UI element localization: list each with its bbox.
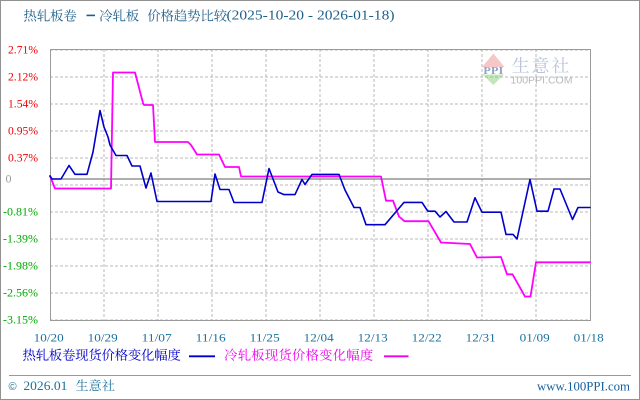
svg-text:11/16: 11/16 [196,330,226,344]
svg-text:-2.56%: -2.56% [3,286,38,300]
svg-text:01/18: 01/18 [574,330,604,344]
svg-text:0: 0 [6,172,12,186]
svg-text:PPI: PPI [483,66,503,77]
svg-text:-3.15%: -3.15% [3,313,38,327]
svg-text:-0.81%: -0.81% [3,205,38,219]
svg-text:1.54%: 1.54% [8,97,38,111]
svg-text:01/09: 01/09 [520,330,550,344]
svg-text:0.95%: 0.95% [8,124,38,138]
svg-text:(2025-10-20 - 2026-01-18): (2025-10-20 - 2026-01-18) [227,7,395,22]
svg-text:-1.39%: -1.39% [3,232,38,246]
svg-text:12/22: 12/22 [412,330,442,344]
svg-text:10/20: 10/20 [34,330,64,344]
svg-text:12/13: 12/13 [358,330,388,344]
svg-text:2.12%: 2.12% [8,70,38,84]
svg-text:-1.98%: -1.98% [3,259,38,273]
svg-text:12/04: 12/04 [304,330,334,344]
svg-text:11/07: 11/07 [142,330,172,344]
svg-text:2.71%: 2.71% [8,43,38,57]
svg-text:0.37%: 0.37% [8,151,38,165]
svg-text:©: © [9,381,17,393]
svg-text:www.100PPI.com: www.100PPI.com [537,379,630,394]
svg-text:11/25: 11/25 [250,330,280,344]
svg-text:2026.01: 2026.01 [23,378,67,393]
svg-text:12/31: 12/31 [466,330,496,344]
svg-text:10/29: 10/29 [88,330,118,344]
svg-text:100PPI.COM: 100PPI.COM [511,75,573,87]
